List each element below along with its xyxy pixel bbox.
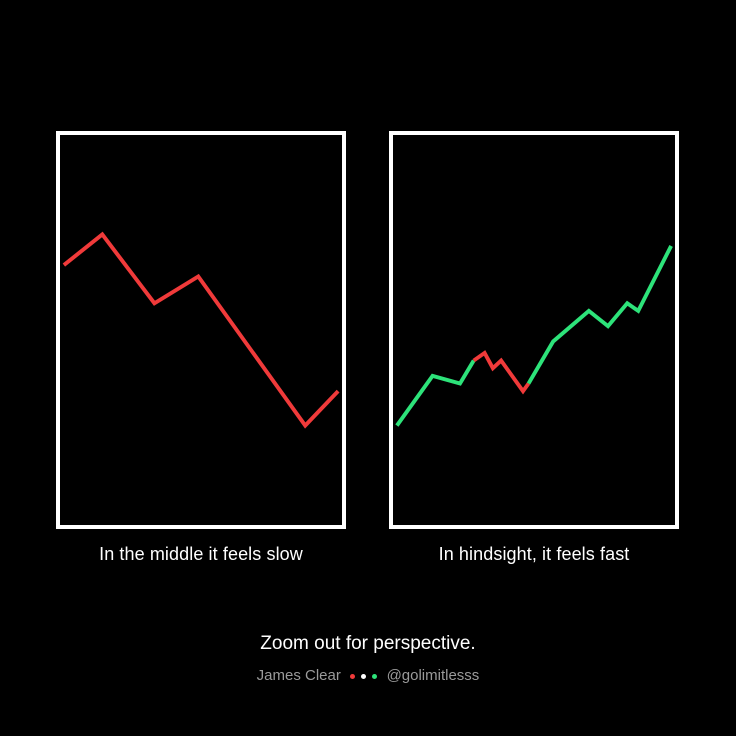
chart-1-series-line-0	[395, 359, 476, 427]
caption-left: In the middle it feels slow	[99, 544, 303, 564]
green-dot-icon	[372, 674, 378, 680]
chart-panel-right	[389, 131, 679, 529]
chart-panel-left	[56, 131, 346, 529]
headline: Zoom out for perspective.	[260, 633, 476, 654]
chart-1-series-line-1	[472, 350, 531, 395]
chart-left-plot	[62, 231, 340, 429]
white-dot-icon	[361, 674, 367, 680]
red-dot-icon	[350, 674, 356, 680]
dots-icon	[349, 668, 378, 685]
caption-right: In hindsight, it feels fast	[438, 544, 630, 564]
chart-0-series-line-0	[62, 231, 340, 429]
author-name: James Clear	[256, 667, 341, 684]
credit-line: James Clear @golimitlesss	[0, 667, 736, 685]
chart-1-series-line-2	[526, 245, 673, 385]
author-handle: @golimitlesss	[386, 667, 480, 684]
chart-right-plot	[395, 245, 673, 427]
